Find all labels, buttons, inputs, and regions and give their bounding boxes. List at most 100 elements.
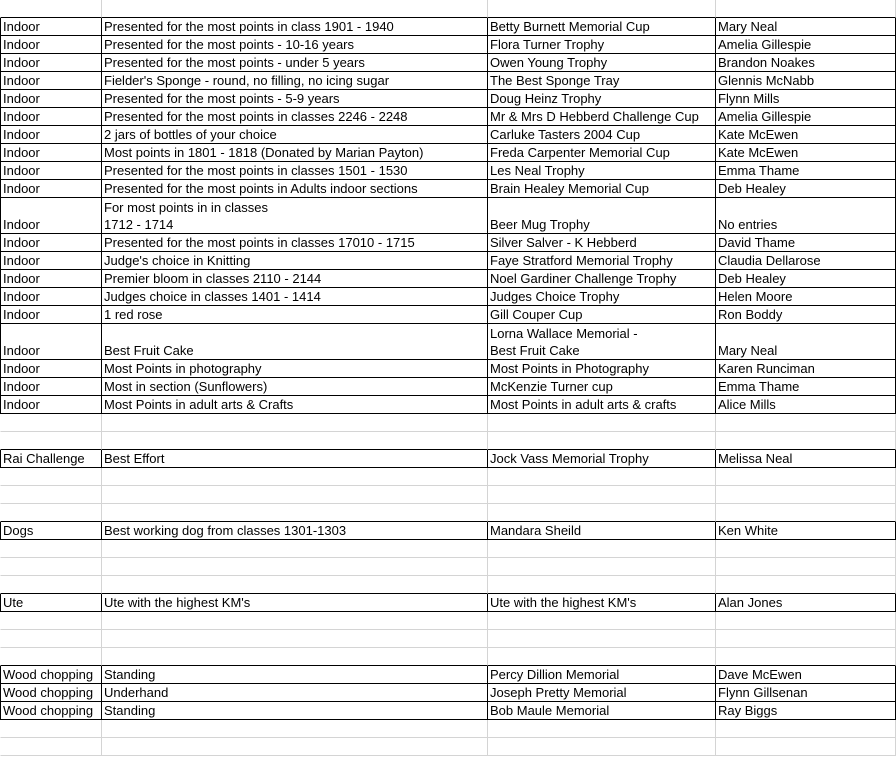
description-cell[interactable]: Judges choice in classes 1401 - 1414 [102,288,488,306]
winner-cell[interactable]: Ray Biggs [716,702,896,720]
empty-cell[interactable] [102,648,488,666]
description-cell[interactable]: Premier bloom in classes 2110 - 2144 [102,270,488,288]
category-cell[interactable]: Indoor [0,252,102,270]
trophy-cell[interactable]: Mr & Mrs D Hebberd Challenge Cup [488,108,716,126]
trophy-cell[interactable]: Judges Choice Trophy [488,288,716,306]
description-cell[interactable]: Most Points in adult arts & Crafts [102,396,488,414]
empty-cell[interactable] [716,414,896,432]
category-cell[interactable]: Indoor [0,72,102,90]
empty-cell[interactable] [488,738,716,756]
trophy-cell[interactable]: McKenzie Turner cup [488,378,716,396]
empty-cell[interactable] [716,630,896,648]
trophy-cell[interactable]: Freda Carpenter Memorial Cup [488,144,716,162]
empty-cell[interactable] [102,576,488,594]
category-cell[interactable]: Indoor [0,378,102,396]
empty-cell[interactable] [488,630,716,648]
empty-cell[interactable] [488,504,716,522]
trophy-cell[interactable]: Gill Couper Cup [488,306,716,324]
category-cell[interactable]: Wood chopping [0,684,102,702]
winner-cell[interactable]: David Thame [716,234,896,252]
category-cell[interactable]: Indoor [0,36,102,54]
trophy-cell[interactable]: Beer Mug Trophy [488,198,716,234]
empty-cell[interactable] [0,738,102,756]
empty-cell[interactable] [102,504,488,522]
trophy-cell[interactable]: Brain Healey Memorial Cup [488,180,716,198]
empty-cell[interactable] [716,432,896,450]
empty-cell[interactable] [0,0,102,18]
empty-cell[interactable] [716,468,896,486]
trophy-cell[interactable]: Jock Vass Memorial Trophy [488,450,716,468]
empty-cell[interactable] [488,414,716,432]
winner-cell[interactable]: Karen Runciman [716,360,896,378]
winner-cell[interactable]: Kate McEwen [716,126,896,144]
description-cell[interactable]: Best working dog from classes 1301-1303 [102,522,488,540]
trophy-cell[interactable]: Carluke Tasters 2004 Cup [488,126,716,144]
winner-cell[interactable]: Amelia Gillespie [716,108,896,126]
description-cell[interactable]: Best Fruit Cake [102,324,488,360]
trophy-cell[interactable]: Les Neal Trophy [488,162,716,180]
winner-cell[interactable]: Ken White [716,522,896,540]
description-cell[interactable]: Ute with the highest KM's [102,594,488,612]
empty-cell[interactable] [0,414,102,432]
empty-cell[interactable] [0,432,102,450]
empty-cell[interactable] [716,486,896,504]
category-cell[interactable]: Indoor [0,108,102,126]
description-cell[interactable]: Presented for the most points in classes… [102,108,488,126]
trophy-cell[interactable]: The Best Sponge Tray [488,72,716,90]
trophy-cell[interactable]: Owen Young Trophy [488,54,716,72]
winner-cell[interactable]: Dave McEwen [716,666,896,684]
trophy-cell[interactable]: Most Points in adult arts & crafts [488,396,716,414]
trophy-cell[interactable]: Bob Maule Memorial [488,702,716,720]
empty-cell[interactable] [488,648,716,666]
winner-cell[interactable]: Emma Thame [716,378,896,396]
description-cell[interactable]: Most Points in photography [102,360,488,378]
description-cell[interactable]: Presented for the most points in classes… [102,162,488,180]
empty-cell[interactable] [716,558,896,576]
empty-cell[interactable] [102,432,488,450]
category-cell[interactable]: Indoor [0,288,102,306]
winner-cell[interactable]: Amelia Gillespie [716,36,896,54]
winner-cell[interactable]: Deb Healey [716,270,896,288]
category-cell[interactable]: Indoor [0,198,102,234]
category-cell[interactable]: Indoor [0,360,102,378]
winner-cell[interactable]: Melissa Neal [716,450,896,468]
empty-cell[interactable] [102,486,488,504]
empty-cell[interactable] [488,432,716,450]
empty-cell[interactable] [102,720,488,738]
trophy-cell[interactable]: Noel Gardiner Challenge Trophy [488,270,716,288]
category-cell[interactable]: Indoor [0,54,102,72]
winner-cell[interactable]: No entries [716,198,896,234]
trophy-cell[interactable]: Lorna Wallace Memorial - Best Fruit Cake [488,324,716,360]
winner-cell[interactable]: Brandon Noakes [716,54,896,72]
trophy-cell[interactable]: Joseph Pretty Memorial [488,684,716,702]
empty-cell[interactable] [102,414,488,432]
empty-cell[interactable] [488,720,716,738]
empty-cell[interactable] [716,648,896,666]
description-cell[interactable]: Presented for the most points - 5-9 year… [102,90,488,108]
empty-cell[interactable] [102,612,488,630]
empty-cell[interactable] [0,612,102,630]
description-cell[interactable]: Most in section (Sunflowers) [102,378,488,396]
empty-cell[interactable] [0,486,102,504]
trophy-cell[interactable]: Ute with the highest KM's [488,594,716,612]
empty-cell[interactable] [716,504,896,522]
trophy-cell[interactable]: Silver Salver - K Hebberd [488,234,716,252]
description-cell[interactable]: Presented for the most points - under 5 … [102,54,488,72]
trophy-cell[interactable]: Doug Heinz Trophy [488,90,716,108]
empty-cell[interactable] [488,576,716,594]
empty-cell[interactable] [488,468,716,486]
empty-cell[interactable] [102,738,488,756]
winner-cell[interactable]: Alan Jones [716,594,896,612]
description-cell[interactable]: For most points in in classes 1712 - 171… [102,198,488,234]
description-cell[interactable]: Presented for the most points in Adults … [102,180,488,198]
description-cell[interactable]: Presented for the most points in classes… [102,234,488,252]
empty-cell[interactable] [0,540,102,558]
trophy-cell[interactable]: Most Points in Photography [488,360,716,378]
winner-cell[interactable]: Mary Neal [716,18,896,36]
winner-cell[interactable]: Ron Boddy [716,306,896,324]
winner-cell[interactable]: Helen Moore [716,288,896,306]
description-cell[interactable]: Most points in 1801 - 1818 (Donated by M… [102,144,488,162]
empty-cell[interactable] [716,612,896,630]
empty-cell[interactable] [102,558,488,576]
trophy-cell[interactable]: Betty Burnett Memorial Cup [488,18,716,36]
